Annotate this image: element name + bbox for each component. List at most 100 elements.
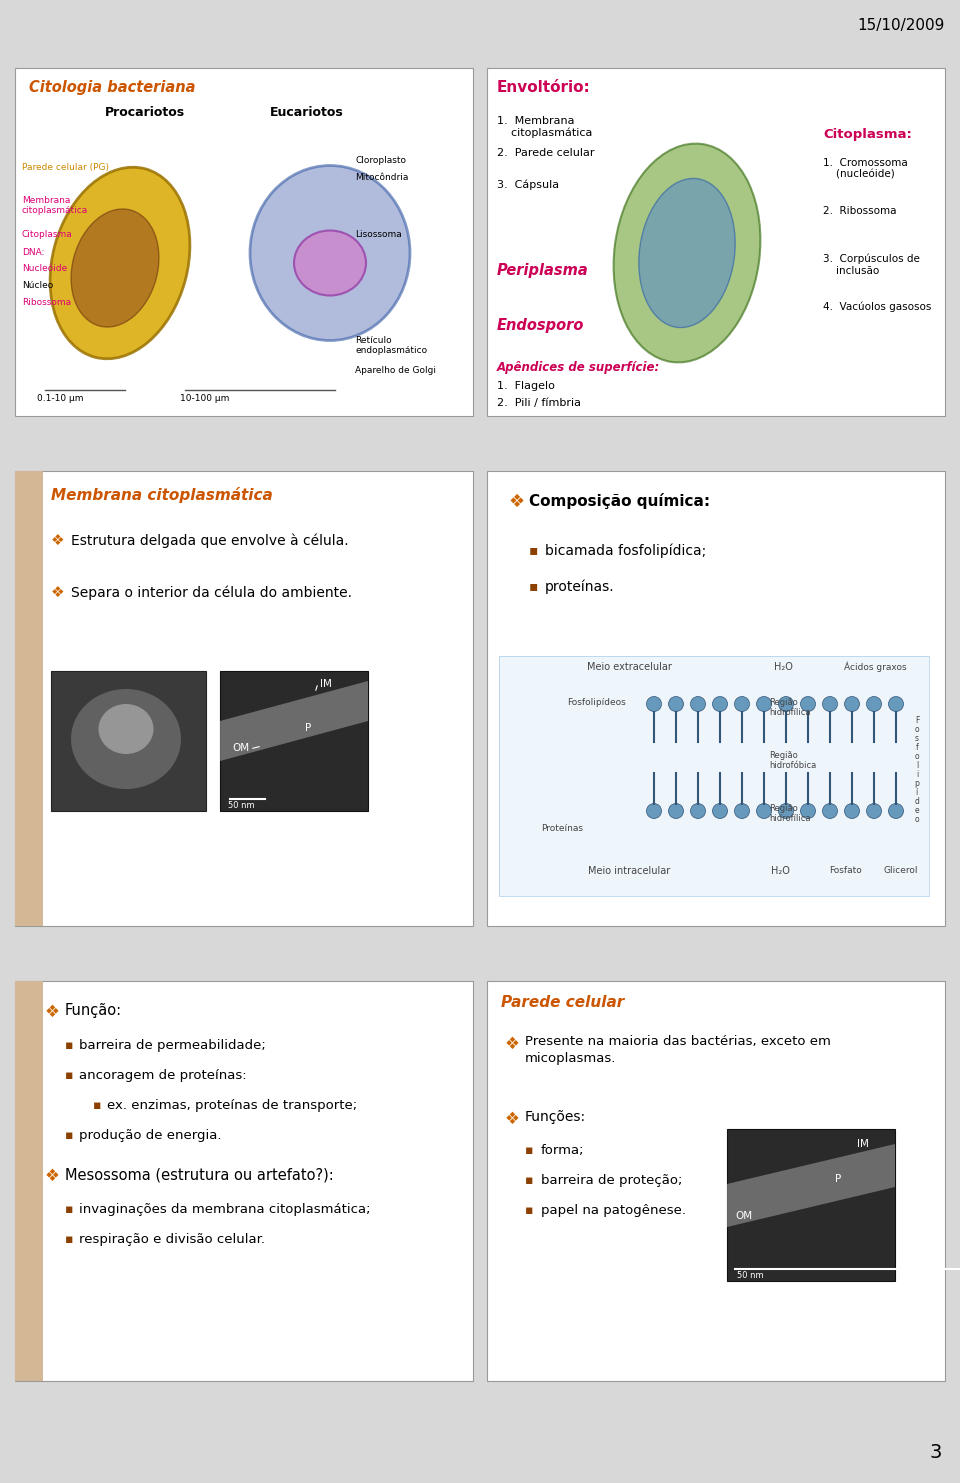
Text: Região
hidrofílica: Região hidrofílica <box>769 804 810 823</box>
Text: Procariotos: Procariotos <box>105 105 185 119</box>
Text: ❖: ❖ <box>51 584 64 601</box>
Circle shape <box>646 804 661 819</box>
Text: ▪: ▪ <box>65 1069 74 1083</box>
Text: Separa o interior da célula do ambiente.: Separa o interior da célula do ambiente. <box>71 584 352 599</box>
Ellipse shape <box>50 168 190 359</box>
Polygon shape <box>727 1143 895 1226</box>
Text: Glicerol: Glicerol <box>884 866 919 875</box>
Text: Aparelho de Golgi: Aparelho de Golgi <box>355 366 436 375</box>
Text: OM: OM <box>735 1212 752 1221</box>
Text: produção de energia.: produção de energia. <box>79 1129 222 1142</box>
Polygon shape <box>220 681 368 761</box>
Text: Meio extracelular: Meio extracelular <box>587 661 671 672</box>
FancyBboxPatch shape <box>499 655 929 896</box>
Text: Núcleo: Núcleo <box>22 280 53 291</box>
Text: IM: IM <box>320 679 332 690</box>
Circle shape <box>889 697 903 712</box>
Text: H₂O: H₂O <box>774 661 793 672</box>
Text: Proteínas: Proteínas <box>541 825 583 833</box>
Circle shape <box>756 804 772 819</box>
Text: IM: IM <box>857 1139 869 1149</box>
Text: 2.  Parede celular: 2. Parede celular <box>497 148 594 159</box>
Ellipse shape <box>71 209 159 326</box>
Text: ▪: ▪ <box>93 1099 102 1112</box>
Text: ex. enzimas, proteínas de transporte;: ex. enzimas, proteínas de transporte; <box>107 1099 357 1112</box>
FancyBboxPatch shape <box>15 68 473 417</box>
Text: invaginações da membrana citoplasmática;: invaginações da membrana citoplasmática; <box>79 1203 371 1216</box>
Text: Funções:: Funções: <box>525 1109 587 1124</box>
Text: Cloroplasto: Cloroplasto <box>355 156 406 165</box>
Circle shape <box>712 804 728 819</box>
Text: ▪: ▪ <box>65 1232 74 1246</box>
Text: 50 nm: 50 nm <box>228 801 254 810</box>
Text: 4.  Vacúolos gasosos: 4. Vacúolos gasosos <box>823 303 931 313</box>
Text: Ribossoma: Ribossoma <box>22 298 71 307</box>
Circle shape <box>734 697 750 712</box>
Text: ❖: ❖ <box>45 1003 60 1020</box>
Text: 1.  Membrana
    citoplasmática: 1. Membrana citoplasmática <box>497 116 592 138</box>
Text: ❖: ❖ <box>51 532 64 549</box>
Text: barreira de permeabilidade;: barreira de permeabilidade; <box>79 1040 266 1051</box>
Text: Periplasma: Periplasma <box>497 262 588 277</box>
Text: ▪: ▪ <box>525 1204 534 1218</box>
Circle shape <box>734 804 750 819</box>
Text: Meio intracelular: Meio intracelular <box>588 866 670 876</box>
Text: Fosfato: Fosfato <box>829 866 862 875</box>
Text: Estrutura delgada que envolve à célula.: Estrutura delgada que envolve à célula. <box>71 532 348 547</box>
Text: 3.  Corpúsculos de
    inclusão: 3. Corpúsculos de inclusão <box>823 254 920 276</box>
Circle shape <box>668 804 684 819</box>
Text: 1.  Cromossoma
    (nucleóide): 1. Cromossoma (nucleóide) <box>823 159 908 179</box>
FancyBboxPatch shape <box>15 980 473 1381</box>
Text: OM: OM <box>232 743 250 753</box>
FancyBboxPatch shape <box>487 980 945 1381</box>
Text: 3: 3 <box>929 1443 942 1462</box>
Text: H₂O: H₂O <box>771 866 790 876</box>
Text: 15/10/2009: 15/10/2009 <box>857 18 945 33</box>
Text: ▪: ▪ <box>65 1040 74 1051</box>
Text: DNA:: DNA: <box>22 248 44 257</box>
Ellipse shape <box>613 144 760 362</box>
Circle shape <box>845 804 859 819</box>
Text: Região
hidrofílica: Região hidrofílica <box>769 698 810 718</box>
Text: 2.  Pili / fímbria: 2. Pili / fímbria <box>497 397 581 408</box>
Text: Apêndices de superfície:: Apêndices de superfície: <box>497 360 660 374</box>
Text: Parede celular (PG): Parede celular (PG) <box>22 163 109 172</box>
Text: 0.1-10 μm: 0.1-10 μm <box>37 394 84 403</box>
Text: Citologia bacteriana: Citologia bacteriana <box>29 80 196 95</box>
Text: Composição química:: Composição química: <box>529 492 710 509</box>
Text: ❖: ❖ <box>505 1035 520 1053</box>
Circle shape <box>756 697 772 712</box>
Ellipse shape <box>294 230 366 295</box>
Text: 10-100 μm: 10-100 μm <box>180 394 229 403</box>
Text: 3.  Cápsula: 3. Cápsula <box>497 179 559 190</box>
Text: F
o
s
f
o
l
i
p
í
d
e
o: F o s f o l i p í d e o <box>915 716 920 825</box>
Circle shape <box>845 697 859 712</box>
Circle shape <box>867 804 881 819</box>
FancyBboxPatch shape <box>15 472 473 925</box>
Circle shape <box>867 697 881 712</box>
Text: ▪: ▪ <box>529 543 539 558</box>
Text: Endosporo: Endosporo <box>497 317 585 334</box>
Text: ▪: ▪ <box>529 578 539 593</box>
Text: Função:: Função: <box>65 1003 122 1017</box>
Text: ❖: ❖ <box>509 492 525 512</box>
Circle shape <box>690 804 706 819</box>
Circle shape <box>668 697 684 712</box>
Text: Envoltório:: Envoltório: <box>497 80 590 95</box>
Circle shape <box>889 804 903 819</box>
Text: Lisossoma: Lisossoma <box>355 230 401 239</box>
FancyBboxPatch shape <box>727 1129 895 1281</box>
Circle shape <box>712 697 728 712</box>
Text: Região
hidrofóbica: Região hidrofóbica <box>769 750 816 770</box>
Circle shape <box>690 697 706 712</box>
Text: P: P <box>305 724 311 733</box>
Ellipse shape <box>71 690 181 789</box>
FancyBboxPatch shape <box>487 472 945 925</box>
Text: Membrana citoplasmática: Membrana citoplasmática <box>51 486 273 503</box>
Circle shape <box>823 697 837 712</box>
Text: Fosfolipídeos: Fosfolipídeos <box>567 698 626 707</box>
Text: Citoplasma:: Citoplasma: <box>823 128 912 141</box>
Text: P: P <box>835 1175 841 1183</box>
Text: bicamada fosfolipídica;: bicamada fosfolipídica; <box>545 543 707 558</box>
Text: Citoplasma: Citoplasma <box>22 230 73 239</box>
